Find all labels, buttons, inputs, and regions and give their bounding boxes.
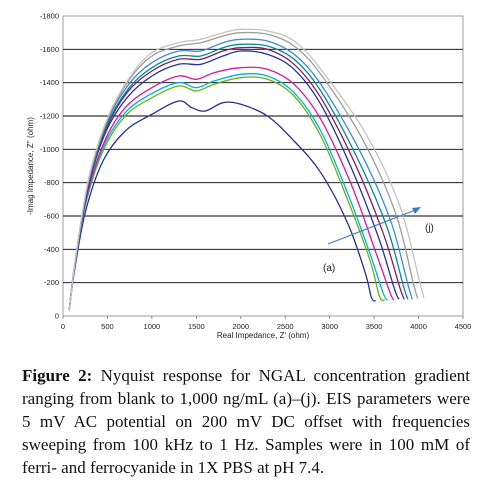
series-line bbox=[68, 28, 425, 312]
x-tick-label: 1000 bbox=[144, 322, 161, 331]
y-tick-label: -600 bbox=[44, 212, 59, 221]
series-line bbox=[68, 100, 377, 312]
nyquist-chart: 0 -200 -400 -600 -800 -1000 -1200 -1400 -1600 -18… bbox=[26, 12, 471, 341]
caption-text: Nyquist response for NGAL concentration … bbox=[22, 366, 470, 477]
x-tick-label: 4500 bbox=[455, 322, 472, 331]
y-axis-label: -Imag Impedance, Z'' (ohm) bbox=[26, 117, 35, 215]
y-tick-label: -1800 bbox=[40, 12, 59, 21]
x-tick-label: 0 bbox=[61, 322, 65, 331]
caption-label: Figure 2: bbox=[22, 366, 93, 385]
y-tick-label: -400 bbox=[44, 245, 59, 254]
x-tick-label: 3500 bbox=[366, 322, 383, 331]
annotation-a: (a) bbox=[323, 263, 335, 274]
x-tick-label: 3000 bbox=[321, 322, 338, 331]
series-line bbox=[68, 66, 395, 312]
x-tick-label: 1500 bbox=[188, 322, 205, 331]
y-axis-ticks: 0 -200 -400 -600 -800 -1000 -1200 -1400 -1600 -18… bbox=[40, 12, 59, 321]
x-tick-label: 4000 bbox=[410, 322, 427, 331]
y-tick-label: 0 bbox=[55, 312, 59, 321]
y-tick-label: -1600 bbox=[40, 45, 59, 54]
annotation-j: (j) bbox=[425, 223, 434, 234]
y-tick-label: -1000 bbox=[40, 145, 59, 154]
series-line bbox=[68, 76, 386, 312]
x-axis-ticks: 0 500 1000 1500 2000 2500 3000 3500 4000 4500 bbox=[61, 316, 471, 331]
y-tick-label: -800 bbox=[44, 178, 59, 187]
figure-caption: Figure 2: Nyquist response for NGAL conc… bbox=[22, 364, 470, 479]
x-tick-label: 2500 bbox=[277, 322, 294, 331]
x-axis-label: Real Impedance, Z' (ohm) bbox=[217, 331, 310, 340]
trend-arrow-head bbox=[412, 207, 421, 214]
trend-arrow-shaft bbox=[327, 208, 419, 245]
series-line bbox=[68, 46, 405, 312]
y-tick-label: -1200 bbox=[40, 112, 59, 121]
y-tick-label: -200 bbox=[44, 278, 59, 287]
series-line bbox=[68, 73, 388, 312]
x-tick-label: 500 bbox=[101, 322, 114, 331]
plot-area bbox=[62, 15, 464, 317]
y-tick-label: -1400 bbox=[40, 78, 59, 87]
x-tick-label: 2000 bbox=[232, 322, 249, 331]
series-line bbox=[68, 43, 409, 312]
series-lines bbox=[68, 28, 425, 312]
